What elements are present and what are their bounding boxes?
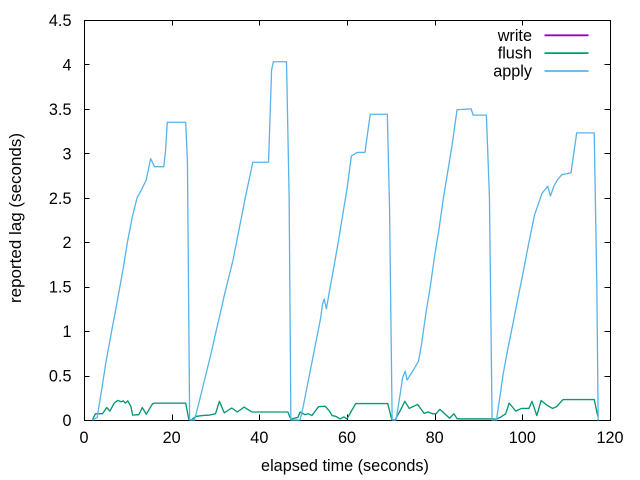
y-tick-label: 4 [63, 55, 72, 74]
x-tick-label: 60 [338, 428, 356, 447]
y-tick-label: 2 [63, 233, 72, 252]
legend-label-apply: apply [493, 62, 532, 81]
x-tick-label: 120 [596, 428, 623, 447]
apply-series-line [92, 61, 599, 421]
x-tick-label: 0 [80, 428, 89, 447]
y-tick-label: 2.5 [49, 189, 72, 208]
x-axis-title: elapsed time (seconds) [261, 456, 429, 475]
x-tick-label: 80 [426, 428, 444, 447]
y-tick-label: 0.5 [49, 367, 72, 386]
x-tick-label: 100 [509, 428, 536, 447]
y-tick-label: 0 [63, 411, 72, 430]
x-tick-label: 20 [163, 428, 181, 447]
y-tick-label: 1.5 [49, 278, 72, 297]
y-tick-label: 3 [63, 144, 72, 163]
y-tick-label: 4.5 [49, 11, 72, 30]
legend-label-flush: flush [498, 44, 532, 63]
x-tick-label: 40 [250, 428, 268, 447]
legend-label-write: write [497, 26, 532, 45]
plot-border [84, 20, 611, 421]
flush-series-line [92, 398, 599, 421]
y-tick-label: 1 [63, 322, 72, 341]
y-axis-title: reported lag (seconds) [6, 133, 25, 303]
y-tick-label: 3.5 [49, 100, 72, 119]
